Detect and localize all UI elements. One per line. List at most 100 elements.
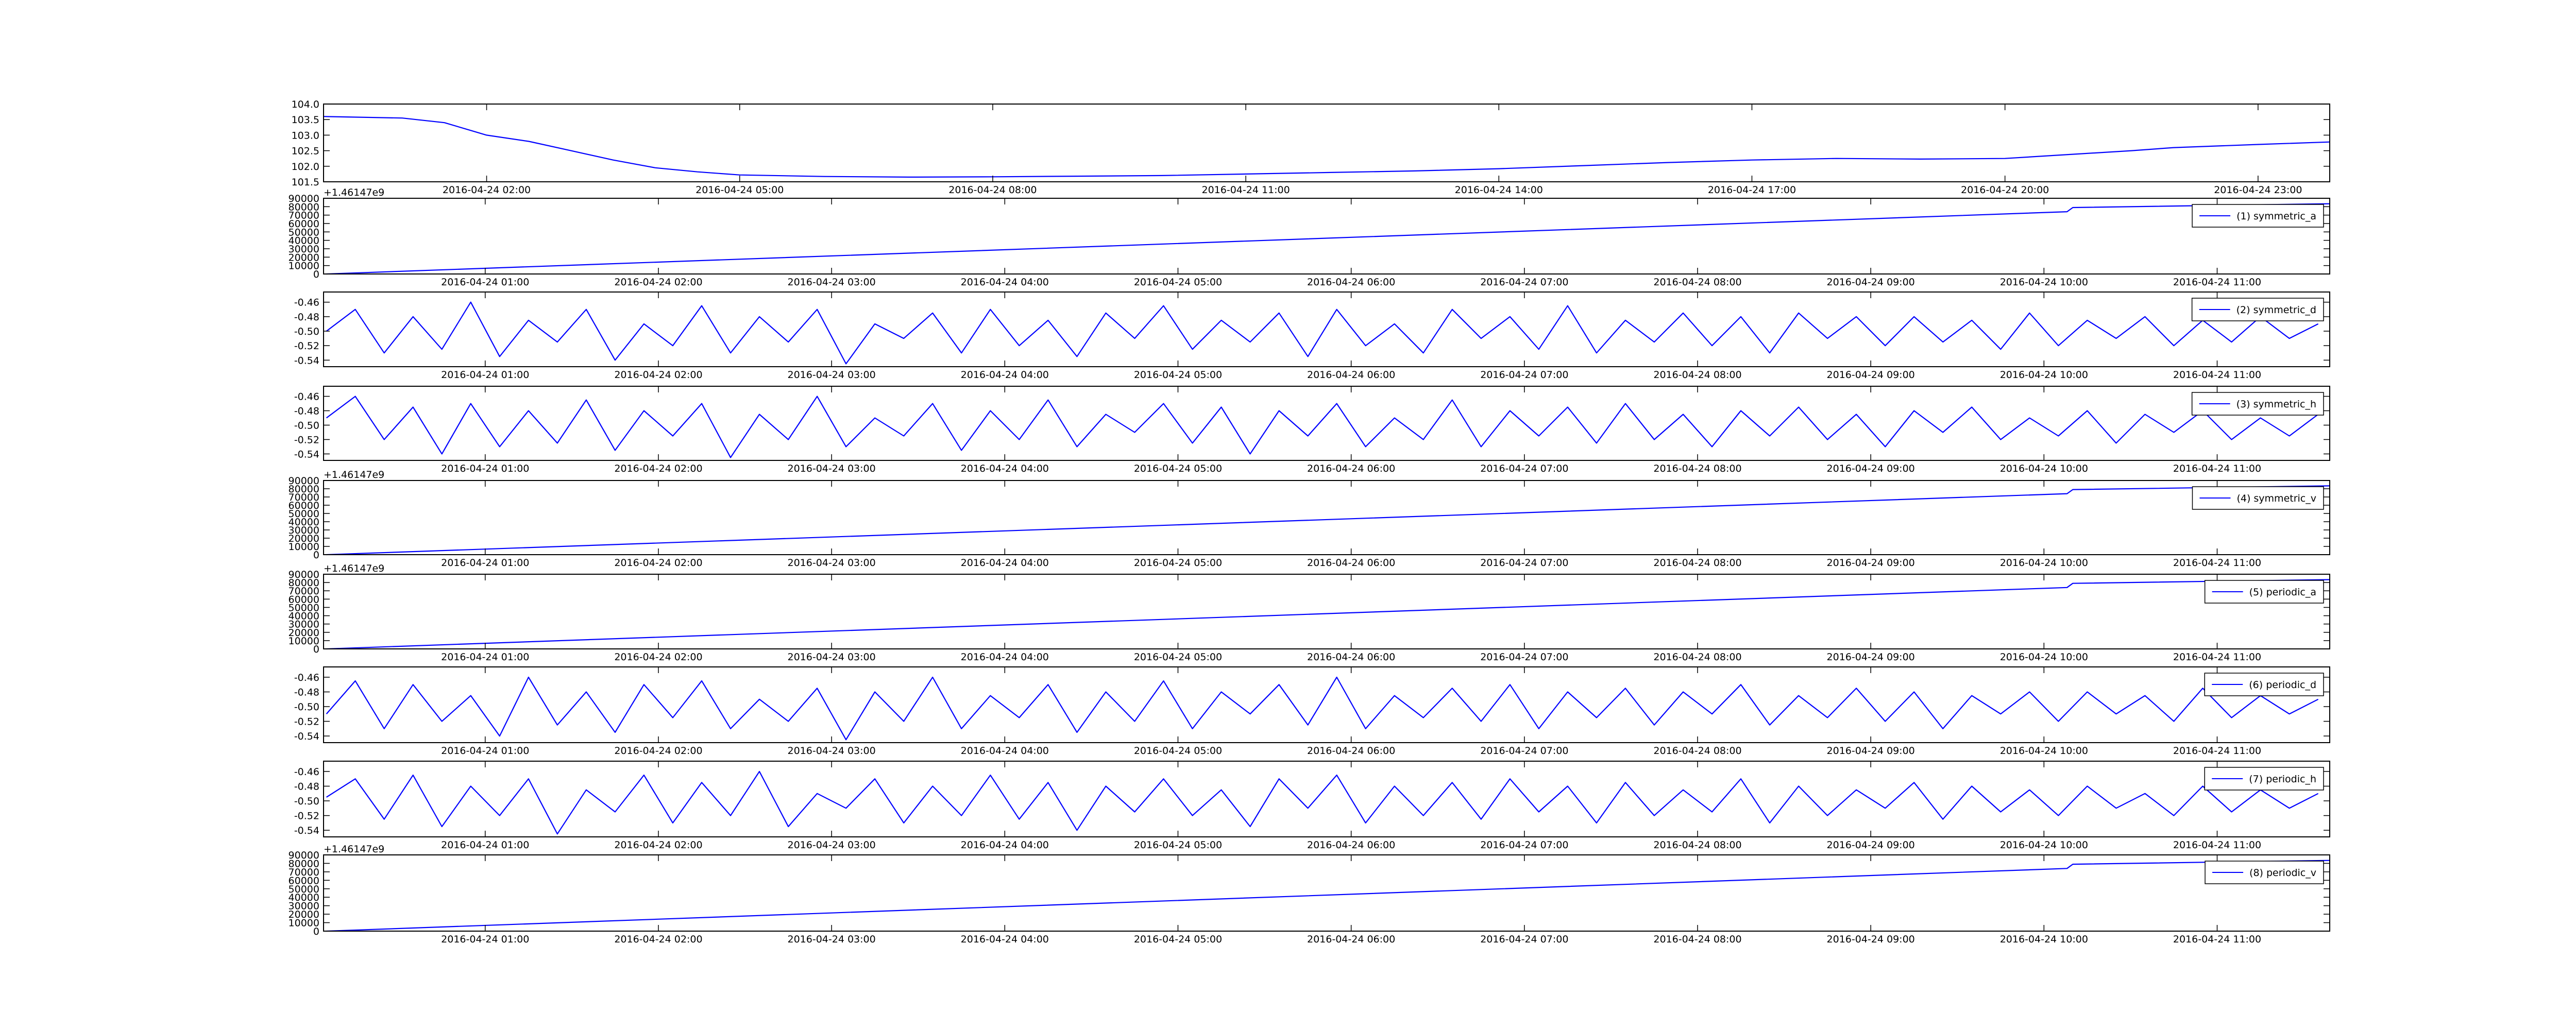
y-tick-label: 101.5: [292, 177, 319, 188]
y-tick-label: 102.0: [292, 161, 319, 173]
y-tick-label: 40000: [289, 611, 319, 622]
x-tick-label: 2016-04-24 07:00: [1480, 839, 1568, 851]
y-tick-label: 70000: [289, 210, 319, 221]
x-tick-label: 2016-04-24 09:00: [1827, 557, 1915, 569]
x-tick-label: 2016-04-24 11:00: [2173, 934, 2261, 945]
x-tick-label: 2016-04-24 05:00: [1134, 839, 1222, 851]
y-tick-label: 0: [313, 269, 319, 280]
y-tick-label: -0.46: [294, 766, 319, 778]
x-tick-label: 2016-04-24 01:00: [441, 369, 529, 381]
x-tick-label: 2016-04-24 11:00: [2173, 463, 2261, 474]
x-tick-label: 2016-04-24 09:00: [1827, 277, 1915, 288]
x-tick-label: 2016-04-24 11:00: [2173, 745, 2261, 757]
x-tick-label: 2016-04-24 11:00: [2173, 277, 2261, 288]
axis-offset-text: +1.46147e9: [324, 187, 384, 198]
x-tick-label: 2016-04-24 10:00: [2000, 934, 2088, 945]
x-tick-label: 2016-04-24 07:00: [1480, 934, 1568, 945]
y-tick-label: 50000: [289, 884, 319, 895]
x-tick-label: 2016-04-24 08:00: [948, 184, 1037, 196]
data-line: [326, 579, 2330, 650]
x-tick-label: 2016-04-24 20:00: [1961, 184, 2049, 196]
legend: (2) symmetric_d: [2191, 298, 2324, 321]
y-tick-label: 103.5: [292, 114, 319, 126]
x-tick-label: 2016-04-24 01:00: [441, 557, 529, 569]
y-tick-label: -0.50: [294, 796, 319, 807]
x-tick-label: 2016-04-24 08:00: [1653, 745, 1741, 757]
y-tick-label: 20000: [289, 533, 319, 544]
x-tick-label: 2016-04-24 08:00: [1653, 463, 1741, 474]
x-tick-label: 2016-04-24 05:00: [696, 184, 784, 196]
x-tick-label: 2016-04-24 06:00: [1307, 651, 1395, 663]
x-tick-label: 2016-04-24 02:00: [614, 557, 702, 569]
x-tick-label: 2016-04-24 08:00: [1653, 839, 1741, 851]
x-tick-label: 2016-04-24 06:00: [1307, 934, 1395, 945]
legend: (5) periodic_a: [2204, 580, 2324, 604]
legend-label: (8) periodic_v: [2249, 867, 2316, 879]
y-tick-label: 10000: [289, 636, 319, 647]
x-tick-label: 2016-04-24 02:00: [614, 463, 702, 474]
y-tick-label: -0.54: [294, 731, 319, 742]
axes-frame: [323, 104, 2330, 182]
x-tick-label: 2016-04-24 02:00: [614, 839, 702, 851]
x-tick-label: 2016-04-24 03:00: [787, 463, 875, 474]
legend-label: (7) periodic_h: [2249, 774, 2316, 785]
y-tick-label: 80000: [289, 858, 319, 869]
x-tick-label: 2016-04-24 06:00: [1307, 839, 1395, 851]
x-tick-label: 2016-04-24 03:00: [787, 369, 875, 381]
y-tick-label: 80000: [289, 484, 319, 495]
x-tick-label: 2016-04-24 07:00: [1480, 369, 1568, 381]
axis-offset-text: +1.46147e9: [324, 563, 384, 574]
data-line: [326, 770, 2319, 835]
x-tick-label: 2016-04-24 01:00: [441, 651, 529, 663]
x-tick-label: 2016-04-24 08:00: [1653, 557, 1741, 569]
y-tick-label: 0: [313, 550, 319, 561]
x-tick-label: 2016-04-24 05:00: [1134, 745, 1222, 757]
legend-label: (6) periodic_d: [2249, 679, 2316, 691]
axes-frame: [323, 761, 2330, 837]
y-tick-label: 60000: [289, 218, 319, 230]
y-tick-label: 60000: [289, 594, 319, 605]
y-tick-label: 10000: [289, 918, 319, 929]
x-tick-label: 2016-04-24 04:00: [961, 557, 1049, 569]
x-tick-label: 2016-04-24 06:00: [1307, 557, 1395, 569]
legend: (8) periodic_v: [2205, 861, 2324, 884]
y-tick-label: 40000: [289, 235, 319, 247]
x-tick-label: 2016-04-24 04:00: [961, 369, 1049, 381]
axis-offset-text: +1.46147e9: [324, 469, 384, 480]
x-tick-label: 2016-04-24 10:00: [2000, 745, 2088, 757]
y-tick-label: 104.0: [292, 99, 319, 110]
x-tick-label: 2016-04-24 11:00: [2173, 839, 2261, 851]
x-tick-label: 2016-04-24 01:00: [441, 934, 529, 945]
axes-frame: [323, 386, 2330, 461]
x-tick-label: 2016-04-24 04:00: [961, 934, 1049, 945]
x-tick-label: 2016-04-24 03:00: [787, 651, 875, 663]
y-tick-label: -0.48: [294, 781, 319, 793]
x-tick-label: 2016-04-24 14:00: [1455, 184, 1543, 196]
x-tick-label: 2016-04-24 02:00: [614, 369, 702, 381]
x-tick-label: 2016-04-24 03:00: [787, 277, 875, 288]
x-tick-label: 2016-04-24 01:00: [441, 463, 529, 474]
y-tick-label: 30000: [289, 901, 319, 912]
x-tick-label: 2016-04-24 02:00: [614, 934, 702, 945]
x-tick-label: 2016-04-24 07:00: [1480, 557, 1568, 569]
x-tick-label: 2016-04-24 02:00: [614, 745, 702, 757]
y-tick-label: -0.50: [294, 326, 319, 337]
legend-label: (4) symmetric_v: [2236, 493, 2316, 504]
x-tick-label: 2016-04-24 04:00: [961, 651, 1049, 663]
x-tick-label: 2016-04-24 11:00: [2173, 651, 2261, 663]
axes-frame: [323, 198, 2330, 274]
x-tick-label: 2016-04-24 02:00: [614, 277, 702, 288]
x-tick-label: 2016-04-24 04:00: [961, 463, 1049, 474]
y-tick-label: -0.48: [294, 312, 319, 323]
y-tick-label: 20000: [289, 252, 319, 263]
x-tick-label: 2016-04-24 02:00: [443, 184, 531, 196]
x-tick-label: 2016-04-24 05:00: [1134, 463, 1222, 474]
y-tick-label: -0.50: [294, 420, 319, 431]
axes-frame: [323, 854, 2330, 932]
y-tick-label: -0.52: [294, 340, 319, 352]
x-tick-label: 2016-04-24 07:00: [1480, 463, 1568, 474]
x-tick-label: 2016-04-24 02:00: [614, 651, 702, 663]
y-tick-label: 90000: [289, 569, 319, 580]
y-tick-label: 10000: [289, 541, 319, 553]
